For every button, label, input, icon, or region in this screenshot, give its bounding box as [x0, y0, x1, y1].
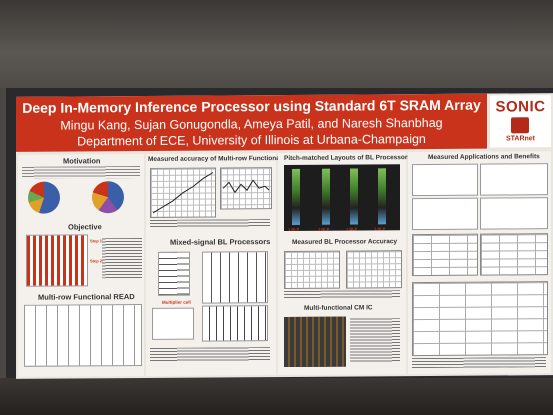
objective-title: Objective — [68, 222, 102, 232]
poster-department: Department of ECE, University of Illinoi… — [77, 132, 426, 149]
mixed-signal-circuit-2 — [202, 251, 268, 304]
layout-strip-4 — [378, 168, 386, 225]
layout-strip-1 — [292, 168, 300, 225]
poster-title: Deep In-Memory Inference Processor using… — [22, 96, 481, 116]
accuracy-plot-1 — [150, 167, 216, 218]
chip-photo — [284, 316, 346, 368]
poster-authors: Mingu Kang, Sujan Gonugondla, Ameya Pati… — [60, 115, 443, 133]
application-diagram-3 — [412, 197, 478, 231]
cm-ic-title: Multi-functional CM IC — [304, 304, 373, 312]
motivation-title: Motivation — [63, 156, 101, 166]
layout-label-4: 1 BLP — [374, 226, 386, 232]
pitch-matched-title: Pitch-matched Layouts of BL Processors — [284, 154, 412, 163]
wall-background — [0, 0, 553, 88]
mixed-signal-notes — [150, 347, 270, 362]
logo-subtext: STARnet — [505, 135, 536, 143]
accuracy-noise-line — [222, 179, 270, 194]
bl-accuracy-notes — [284, 290, 400, 300]
multiplier-cell-label: Multiplier cell — [162, 299, 191, 305]
accuracy-line — [152, 172, 214, 214]
bl-accuracy-plot-1 — [284, 250, 340, 290]
multirow-title: Multi-row Functional READ — [38, 292, 135, 302]
objective-array-diagram — [26, 234, 88, 287]
mixed-signal-waveforms — [202, 305, 268, 342]
pie-chart-left — [28, 181, 60, 214]
application-diagram-2 — [480, 163, 548, 196]
poster: Deep In-Memory Inference Processor using… — [16, 93, 553, 379]
applications-title: Measured Applications and Benefits — [428, 153, 540, 161]
application-diagram-1 — [412, 163, 478, 197]
column-left: Motivation Objective Step 1: Step 2: Mul… — [18, 153, 144, 377]
bl-accuracy-plot-2 — [346, 250, 402, 289]
layout-strip-2 — [322, 168, 330, 225]
sonic-logo: SONIC STARnet — [490, 95, 551, 148]
logo-text: SONIC — [495, 98, 546, 116]
layout-strip-3 — [350, 168, 358, 225]
multiplier-cell-diagram — [152, 307, 194, 340]
bl-accuracy-title: Measured BL Processor Accuracy — [292, 238, 398, 246]
column-center: Pitch-matched Layouts of BL Processors 1… — [278, 152, 411, 376]
mixed-signal-circuit-1 — [158, 251, 190, 296]
layout-label-1: 1 BLP — [288, 226, 300, 232]
application-diagram-4 — [480, 197, 548, 230]
motivation-text — [22, 166, 140, 179]
accuracy-plot-2 — [220, 167, 272, 210]
column-center-left: Measured accuracy of Multi-row Functiona… — [146, 153, 302, 376]
multirow-diagram — [24, 303, 142, 367]
objective-text — [102, 237, 142, 279]
layout-label-2: 1 BLP — [318, 226, 330, 232]
layout-label-3: 1 BLP — [346, 226, 358, 232]
floor-shadow — [0, 378, 553, 415]
references — [412, 357, 546, 369]
column-right: Measured Applications and Benefits — [408, 151, 551, 375]
pie-chart-right — [92, 181, 124, 214]
benefits-table-2 — [480, 233, 548, 276]
logo-icon — [511, 117, 529, 134]
mixed-signal-title: Mixed-signal BL Processors — [170, 237, 271, 247]
chip-specs — [350, 318, 400, 363]
accuracy-notes — [150, 219, 270, 228]
comparison-table — [412, 281, 548, 357]
poster-header: Deep In-Memory Inference Processor using… — [16, 93, 487, 152]
benefits-table-1 — [412, 233, 478, 277]
